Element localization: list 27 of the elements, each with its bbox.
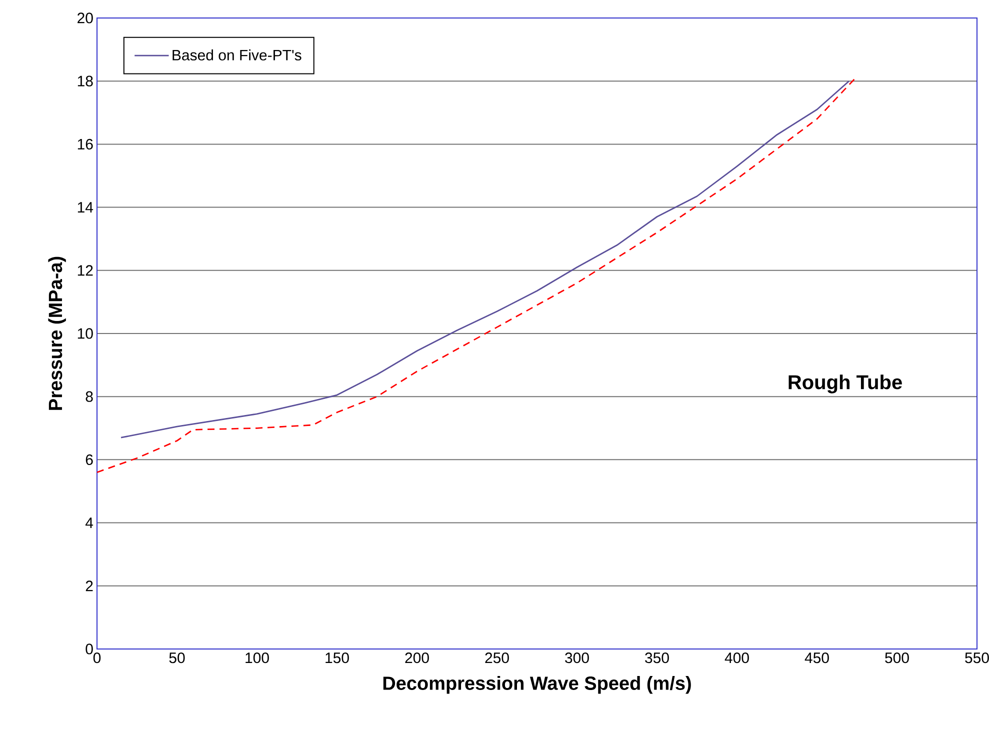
legend-label: Based on Five-PT's <box>172 49 302 60</box>
y-tick-label: 8 <box>86 391 93 402</box>
x-tick-label: 300 <box>565 652 589 664</box>
x-tick-label: 400 <box>724 652 749 664</box>
x-tick-label: 250 <box>485 652 509 664</box>
y-tick-label: 0 <box>86 644 93 654</box>
x-tick-label: 0 <box>93 652 101 664</box>
annotation: Rough Tube <box>788 374 902 394</box>
y-tick-label: 16 <box>78 138 93 150</box>
x-tick-label: 150 <box>326 652 349 664</box>
x-tick-label: 500 <box>885 652 909 664</box>
x-tick-label: 200 <box>405 652 429 664</box>
x-tick-label: 550 <box>965 652 989 664</box>
y-tick-label: 18 <box>78 76 93 86</box>
y-tick-label: 10 <box>78 328 93 339</box>
y-tick-label: 2 <box>86 580 93 592</box>
y-axis-title: Pressure (MPa-a) <box>48 256 66 410</box>
y-tick-label: 14 <box>78 202 94 212</box>
x-axis-title: Decompression Wave Speed (m/s) <box>383 676 691 694</box>
x-tick-label: 100 <box>246 652 269 664</box>
x-tick-label: 50 <box>169 652 185 664</box>
y-tick-label: 6 <box>86 454 93 465</box>
x-tick-label: 350 <box>645 652 669 664</box>
y-tick-label: 4 <box>85 518 94 528</box>
y-tick-label: 12 <box>78 265 93 276</box>
x-tick-label: 450 <box>804 652 829 664</box>
y-tick-label: 20 <box>78 12 93 24</box>
